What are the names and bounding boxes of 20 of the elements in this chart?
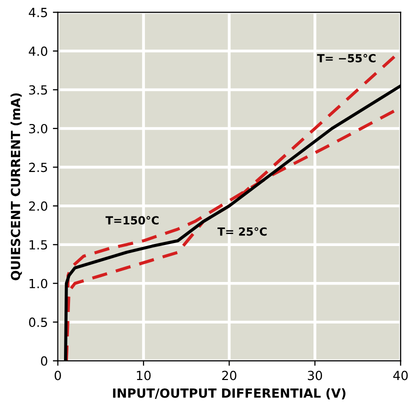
- y-tick-label: 3.0: [29, 124, 48, 134]
- y-tick-label: 1.5: [30, 240, 48, 250]
- y-axis-title: QUIESCENT CURRENT (mA): [10, 93, 22, 280]
- x-tick-label: 10: [136, 370, 151, 380]
- y-tick-label: 0: [40, 356, 48, 366]
- annotation: T= 25°C: [217, 227, 267, 236]
- y-tick-label: 3.5: [29, 85, 48, 95]
- annotation: T= −55°C: [317, 54, 376, 62]
- y-tick-label: 0.5: [29, 318, 48, 328]
- x-tick-label: 20: [222, 370, 236, 380]
- annotation: T=150°C: [106, 216, 159, 225]
- y-tick-label: 4.0: [28, 46, 48, 56]
- y-tick-label: 1.0: [30, 278, 48, 288]
- y-tick-label: 2.5: [29, 162, 48, 172]
- x-axis-title: INPUT/OUTPUT DIFFERENTIAL (V): [113, 388, 346, 400]
- x-tick-label: 30: [308, 370, 322, 380]
- y-tick-label: 2.0: [29, 201, 48, 211]
- x-tick-label: 40: [393, 370, 408, 380]
- y-tick-label: 4.5: [28, 8, 48, 18]
- x-tick-label: 0: [54, 370, 61, 380]
